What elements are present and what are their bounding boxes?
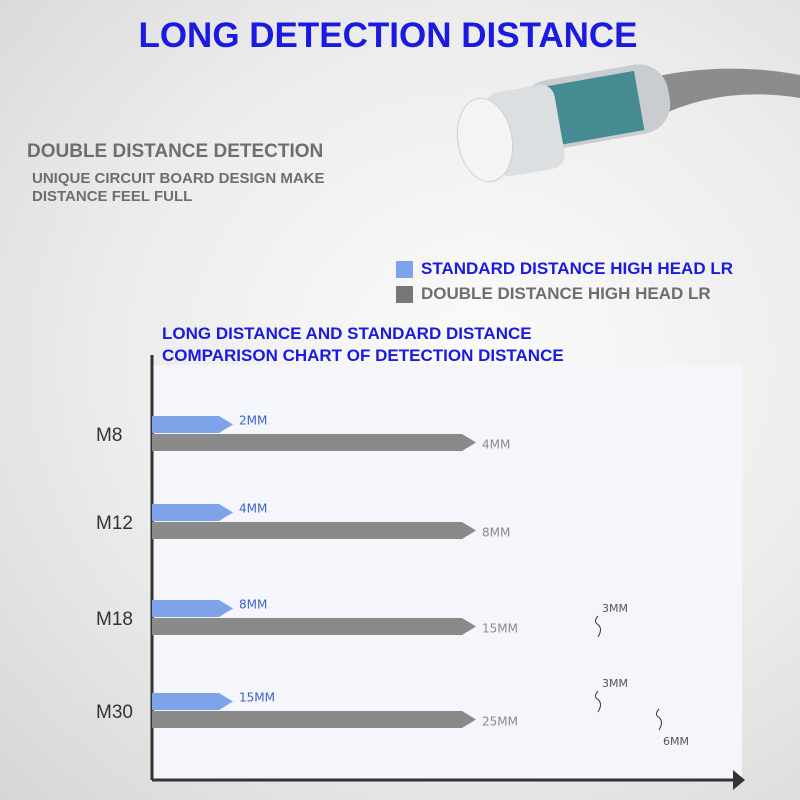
legend-item-double: DOUBLE DISTANCE HIGH HEAD LR [396, 284, 711, 304]
bar-M30-double [152, 711, 476, 728]
data-label: 15MM [482, 622, 518, 636]
data-label: 4MM [482, 438, 510, 452]
bar-M12-double [152, 522, 476, 539]
data-label: 2MM [239, 414, 267, 428]
axis-break-label: 3MM [602, 602, 628, 615]
data-label: 8MM [239, 598, 267, 612]
axis-break-outline [595, 615, 601, 638]
axis-break-label: 3MM [602, 677, 628, 690]
x-axis-arrow [733, 770, 745, 790]
axis-break-label: 6MM [663, 735, 689, 748]
chart-title: LONG DISTANCE AND STANDARD DISTANCE COMPA… [162, 323, 564, 367]
axis-break-outline [656, 708, 662, 731]
bar-M8-standard [152, 416, 233, 433]
data-label: 25MM [482, 715, 518, 729]
subtitle: DOUBLE DISTANCE DETECTION [27, 141, 324, 162]
bar-M18-double [152, 618, 476, 635]
bar-M30-standard [152, 693, 233, 710]
axis-break-outline [595, 690, 601, 713]
bar-M12-standard [152, 504, 233, 521]
legend-item-standard: STANDARD DISTANCE HIGH HEAD LR [396, 259, 733, 279]
data-label: 8MM [482, 526, 510, 540]
legend-label: DOUBLE DISTANCE HIGH HEAD LR [421, 284, 711, 303]
chart-title-line2: COMPARISON CHART OF DETECTION DISTANCE [162, 346, 564, 365]
sensor-illustration [456, 64, 800, 183]
description: UNIQUE CIRCUIT BOARD DESIGN MAKE DISTANC… [32, 170, 325, 205]
page-title: LONG DETECTION DISTANCE [138, 16, 638, 55]
bar-M18-standard [152, 600, 233, 617]
legend-label: STANDARD DISTANCE HIGH HEAD LR [421, 259, 733, 278]
legend-swatch-double [396, 285, 413, 303]
legend-swatch-standard [396, 260, 413, 278]
data-label: 4MM [239, 502, 267, 516]
category-label-M8: M8 [96, 425, 122, 446]
category-label-M18: M18 [96, 609, 133, 630]
chart-title-line1: LONG DISTANCE AND STANDARD DISTANCE [162, 324, 532, 343]
bar-M8-double [152, 434, 476, 451]
category-label-M30: M30 [96, 702, 133, 723]
data-label: 15MM [239, 691, 275, 705]
category-label-M12: M12 [96, 513, 133, 534]
